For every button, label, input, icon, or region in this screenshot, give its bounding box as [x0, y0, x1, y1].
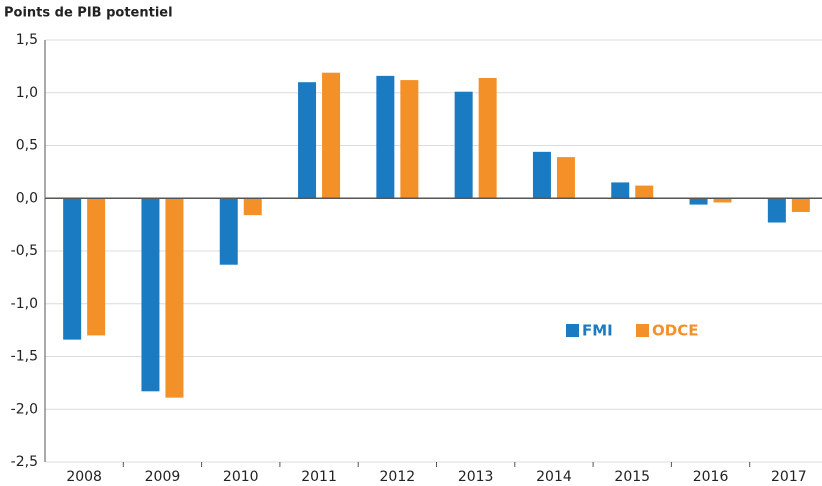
bar	[635, 185, 654, 199]
bar	[556, 157, 575, 199]
y-tick-label: 1,5	[16, 32, 38, 48]
bar	[141, 198, 160, 392]
x-tick-label: 2009	[145, 469, 181, 485]
legend-swatch	[566, 324, 579, 337]
bar	[454, 91, 473, 199]
legend-label: FMI	[582, 322, 613, 340]
x-tick-label: 2015	[614, 469, 650, 485]
bar	[791, 198, 810, 212]
bar	[298, 82, 317, 199]
bar	[322, 72, 341, 199]
bar	[63, 198, 82, 340]
bar	[767, 198, 786, 223]
bar	[87, 198, 106, 336]
x-tick-label: 2010	[223, 469, 259, 485]
bar	[376, 75, 395, 199]
bar	[219, 198, 238, 265]
x-tick-label: 2008	[66, 469, 102, 485]
x-tick-label: 2016	[693, 469, 729, 485]
y-tick-label: -1,5	[11, 349, 38, 365]
chart-title: Points de PIB potentiel	[4, 6, 173, 21]
x-tick-label: 2011	[301, 469, 337, 485]
bar	[478, 77, 497, 199]
bar	[532, 151, 551, 199]
x-tick-label: 2012	[380, 469, 416, 485]
legend-label: ODCE	[652, 322, 698, 340]
legend-swatch	[636, 324, 649, 337]
bar	[713, 198, 732, 203]
x-tick-label: 2013	[458, 469, 494, 485]
y-tick-label: 0,5	[16, 138, 38, 154]
y-tick-label: 0,0	[16, 190, 38, 206]
bar	[243, 198, 262, 216]
bar	[400, 80, 419, 199]
bar	[165, 198, 184, 398]
y-tick-label: -1,0	[11, 296, 38, 312]
y-tick-label: -2,0	[11, 401, 38, 417]
y-tick-label: 1,0	[16, 85, 38, 101]
bar	[689, 198, 708, 205]
y-tick-label: -0,5	[11, 243, 38, 259]
x-tick-label: 2017	[771, 469, 807, 485]
x-tick-label: 2014	[536, 469, 572, 485]
y-tick-label: -2,5	[11, 454, 38, 470]
bar	[611, 182, 630, 199]
